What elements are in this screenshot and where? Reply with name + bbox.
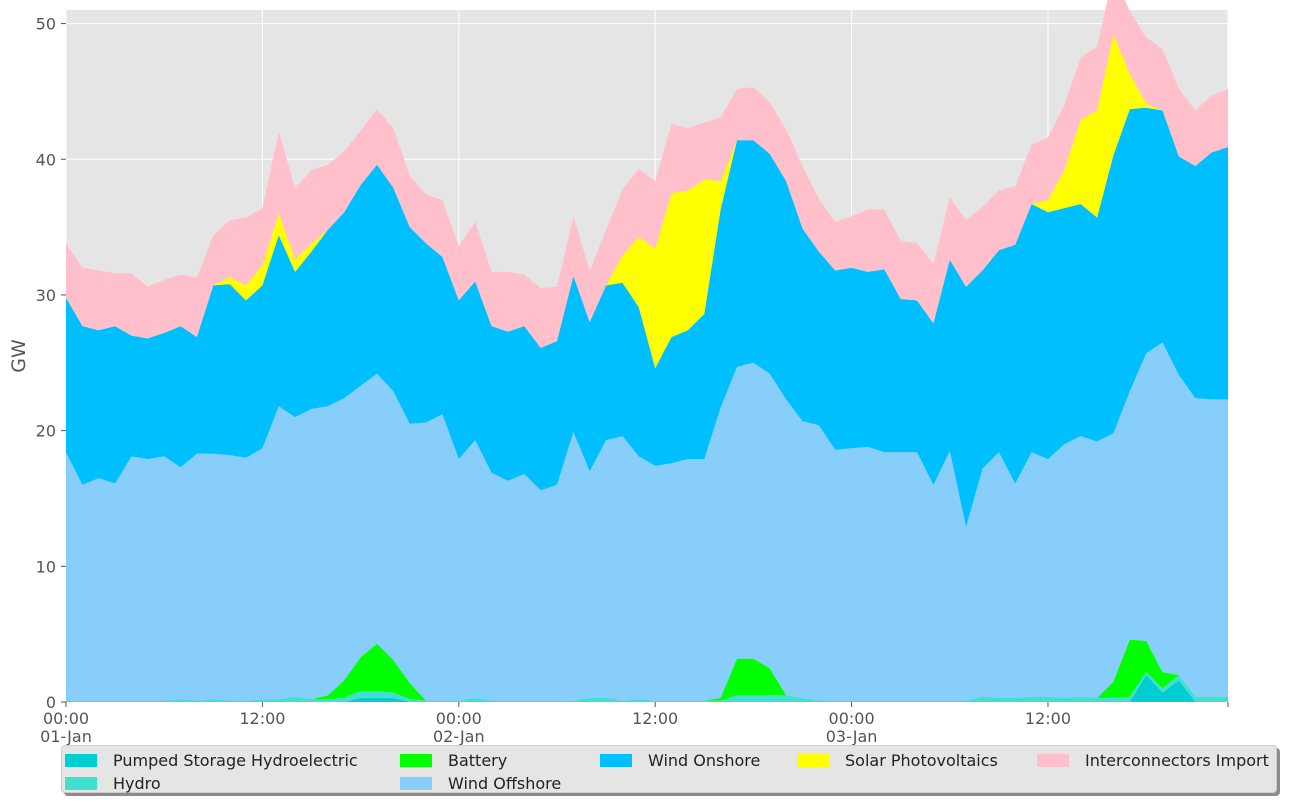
y-tick-label: 50 — [36, 15, 56, 34]
x-tick-label: 00:00 — [829, 709, 875, 728]
legend-swatch — [400, 753, 432, 767]
y-axis-label: GW — [8, 339, 30, 373]
x-tick-label: 12:00 — [1025, 709, 1071, 728]
y-tick-label: 10 — [36, 557, 56, 576]
legend-item: Battery — [400, 750, 507, 770]
area-battery — [66, 639, 1228, 701]
legend-swatch — [65, 776, 97, 790]
legend-label: Wind Onshore — [648, 750, 761, 770]
legend-item: Wind Onshore — [600, 750, 760, 770]
x-tick-label: 00:00 — [436, 709, 482, 728]
area-wind-onshore — [66, 107, 1228, 527]
y-tick-label: 0 — [46, 693, 56, 712]
y-tick-label: 30 — [36, 286, 56, 305]
x-tick-label: 12:00 — [632, 709, 678, 728]
y-tick-label: 20 — [36, 422, 56, 441]
stacked-area-chart: 0102030405000:0001-Jan2012:0000:0002-Jan… — [8, 0, 1229, 745]
x-tick-sublabel: 01-Jan — [40, 727, 92, 745]
legend-item: Hydro — [65, 773, 161, 793]
area-wind-offshore — [66, 342, 1228, 701]
axes: 0102030405000:0001-Jan2012:0000:0002-Jan… — [36, 15, 1229, 745]
legend-label: Wind Offshore — [448, 773, 562, 793]
legend-swatch — [1037, 753, 1069, 767]
legend-item: Solar Photovoltaics — [797, 750, 998, 770]
x-tick-sublabel: 03-Jan — [826, 727, 878, 745]
legend-swatch — [600, 753, 632, 767]
legend-label: Interconnectors Import — [1085, 750, 1269, 770]
legend-item: Pumped Storage Hydroelectric — [65, 750, 358, 770]
legend-swatch — [400, 776, 432, 790]
y-tick-label: 40 — [36, 150, 56, 169]
area-series — [66, 0, 1228, 702]
area-solar-photovoltaics — [66, 34, 1228, 369]
legend-item: Wind Offshore — [400, 773, 561, 793]
x-tick-label: 12:00 — [239, 709, 285, 728]
legend-label: Solar Photovoltaics — [845, 750, 998, 770]
area-interconnectors-import — [66, 0, 1228, 348]
x-tick-sublabel: 02-Jan — [433, 727, 485, 745]
legend: Pumped Storage Hydroelectric Hydro Battery… — [61, 745, 1277, 793]
x-tick-label: 00:00 — [43, 709, 89, 728]
legend-swatch — [797, 753, 829, 767]
legend-item: Interconnectors Import — [1037, 750, 1269, 770]
legend-swatch — [65, 753, 97, 767]
legend-label: Battery — [448, 750, 508, 770]
legend-label: Pumped Storage Hydroelectric — [113, 750, 358, 770]
legend-label: Hydro — [113, 773, 161, 793]
area-hydro — [66, 672, 1228, 702]
